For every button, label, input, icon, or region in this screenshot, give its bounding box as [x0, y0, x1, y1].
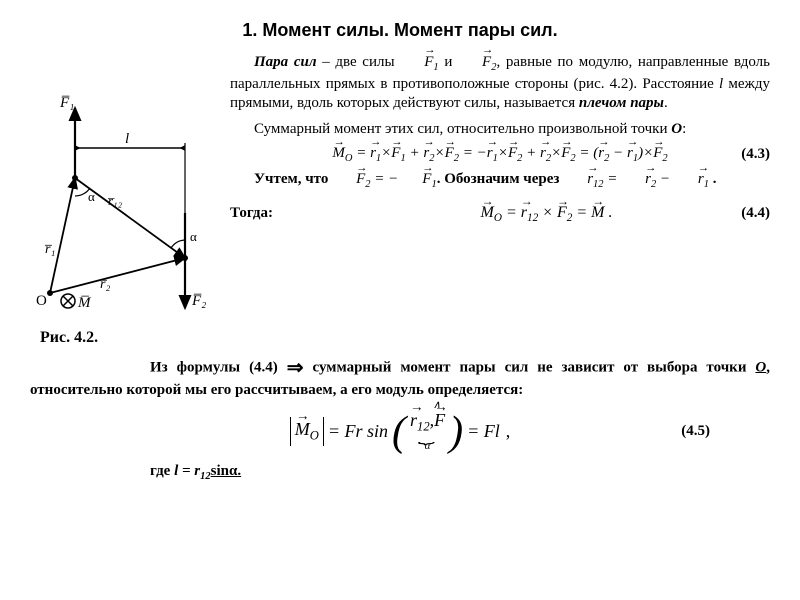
text: – две силы — [317, 54, 401, 70]
then-label: Тогда: — [230, 205, 273, 222]
page-title: 1. Момент силы. Момент пары сил. — [30, 20, 770, 41]
where-line: где l = r12sinα. — [150, 463, 770, 482]
where-sin: sinα. — [211, 463, 241, 479]
text: . — [709, 171, 717, 187]
text: : — [682, 121, 686, 137]
main-content: F̅₁ F̅₂ l r̅₁₂ r̅₁ r̅₂ α α O M̅ Рис. 4.2… — [30, 53, 770, 347]
term-pair: Пара сил — [254, 54, 317, 70]
left-column: F̅₁ F̅₂ l r̅₁₂ r̅₁ r̅₂ α α O M̅ Рис. 4.2… — [30, 53, 220, 347]
implies-arrow-icon: ⇒ — [287, 357, 304, 379]
svg-text:l: l — [125, 131, 129, 147]
svg-text:M̅: M̅ — [77, 295, 92, 311]
text: где — [150, 463, 174, 479]
point-O: O — [671, 121, 682, 137]
eq-4-3-body: MO = r1×F1 + r2×F2 = −r1×F2 + r2×F2 = (r… — [332, 145, 667, 164]
vec-f1: F — [424, 54, 433, 70]
paragraph-1: Пара сил – две силы F1 и F2, равные по м… — [230, 53, 770, 114]
term-arm: плечом пары — [579, 95, 664, 111]
text: и — [439, 54, 458, 70]
equation-4-4: MO = r12 × F2 = M . (4.4) — [323, 204, 770, 224]
text: Суммарный момент этих сил, относительно … — [254, 121, 671, 137]
eq-4-4-body: MO = r12 × F2 = M . — [481, 204, 613, 224]
svg-text:r̅₁: r̅₁ — [45, 242, 56, 257]
svg-text:r̅₁₂: r̅₁₂ — [108, 193, 123, 208]
svg-text:r̅₂: r̅₂ — [100, 277, 111, 292]
sub: 12 — [200, 471, 211, 482]
eq-4-5-body: MO = Fr sin ( r12,∧F ⏟ α ) = Fl — [290, 411, 500, 453]
text: Из формулы (4.4) — [150, 359, 287, 375]
paragraph-2: Суммарный момент этих сил, относительно … — [230, 120, 770, 140]
right-column: Пара сил – две силы F1 и F2, равные по м… — [230, 53, 770, 347]
where-formula: l = r — [174, 463, 200, 479]
text: суммарный момент пары сил не зависит от … — [304, 359, 756, 375]
eq-num-4-3: (4.3) — [741, 146, 770, 163]
svg-text:F̅₂: F̅₂ — [191, 293, 206, 309]
svg-text:O: O — [36, 293, 47, 309]
vec-f2: F — [482, 54, 491, 70]
full-width-section: Из формулы (4.4) ⇒ суммарный момент пары… — [30, 355, 770, 482]
text: Учтем, что — [254, 171, 332, 187]
point-O-underline: O — [755, 359, 766, 375]
eq-num-4-5: (4.5) — [681, 423, 710, 440]
equation-4-5: MO = Fr sin ( r12,∧F ⏟ α ) = Fl , (4.5) — [30, 411, 770, 453]
svg-text:α: α — [88, 189, 95, 204]
paragraph-3: Из формулы (4.4) ⇒ суммарный момент пары… — [30, 355, 770, 401]
figure-diagram: F̅₁ F̅₂ l r̅₁₂ r̅₁ r̅₂ α α O M̅ — [30, 93, 220, 323]
figure-caption: Рис. 4.2. — [40, 329, 220, 347]
text: . Обозначим через — [437, 171, 564, 187]
note-line: Учтем, что F2 = −F1. Обозначим через r12… — [230, 170, 770, 192]
svg-text:α: α — [190, 229, 197, 244]
text: . — [664, 95, 668, 111]
svg-text:F̅₁: F̅₁ — [59, 95, 74, 111]
eq-num-4-4: (4.4) — [741, 205, 770, 222]
